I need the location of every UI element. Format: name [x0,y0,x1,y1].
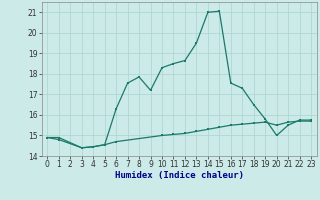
X-axis label: Humidex (Indice chaleur): Humidex (Indice chaleur) [115,171,244,180]
